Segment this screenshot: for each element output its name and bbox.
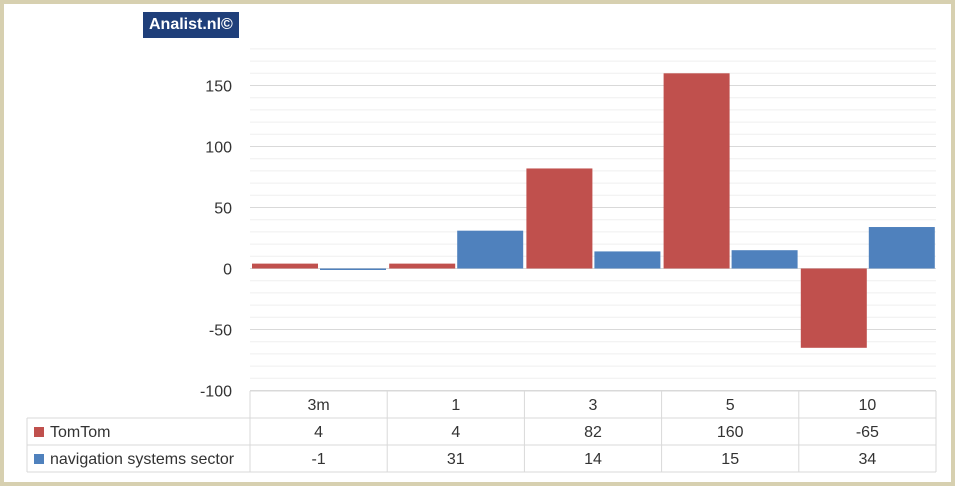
bar-tomtom-3m — [252, 263, 318, 269]
y-tick-label: 50 — [214, 201, 232, 218]
y-tick-label: -50 — [209, 323, 232, 340]
data-value: -1 — [311, 451, 325, 468]
y-tick-label: -100 — [200, 384, 232, 401]
data-value: 4 — [314, 424, 323, 441]
y-tick-label: 100 — [205, 140, 232, 157]
bars — [252, 73, 935, 348]
data-value: 82 — [584, 424, 602, 441]
bar-tomtom-5 — [663, 73, 730, 269]
category-label: 1 — [451, 397, 460, 414]
data-value: 15 — [721, 451, 739, 468]
bar-tomtom-3 — [526, 168, 593, 269]
bar-navigation-systems-sector-3 — [594, 251, 661, 269]
category-label: 5 — [726, 397, 735, 414]
bar-tomtom-10 — [800, 268, 867, 348]
data-value: 4 — [451, 424, 460, 441]
data-value: -65 — [856, 424, 879, 441]
data-value: 160 — [717, 424, 744, 441]
data-value: 34 — [859, 451, 877, 468]
category-label: 3m — [307, 397, 329, 414]
category-label: 3 — [589, 397, 598, 414]
series-name: navigation systems sector — [50, 451, 235, 468]
bar-navigation-systems-sector-1 — [457, 230, 524, 269]
brand-label: Analist.nl© — [143, 12, 239, 38]
data-table: 3m 1 3 5 10 TomTom 4 4 82 160 -65 navigation system… — [26, 390, 937, 473]
data-value: 31 — [447, 451, 465, 468]
legend-swatch — [34, 454, 44, 464]
bar-navigation-systems-sector-5 — [731, 250, 798, 269]
y-tick-label: 0 — [223, 262, 232, 279]
y-tick-label: 150 — [205, 79, 232, 96]
bar-tomtom-1 — [389, 263, 456, 269]
y-axis-labels: 150 100 50 0 -50 -100 — [200, 79, 232, 401]
data-value: 14 — [584, 451, 602, 468]
series-name: TomTom — [50, 424, 110, 441]
bar-navigation-systems-sector-10 — [868, 227, 935, 269]
category-label: 10 — [859, 397, 877, 414]
bar-navigation-systems-sector-3m — [320, 268, 386, 270]
legend-swatch — [34, 427, 44, 437]
